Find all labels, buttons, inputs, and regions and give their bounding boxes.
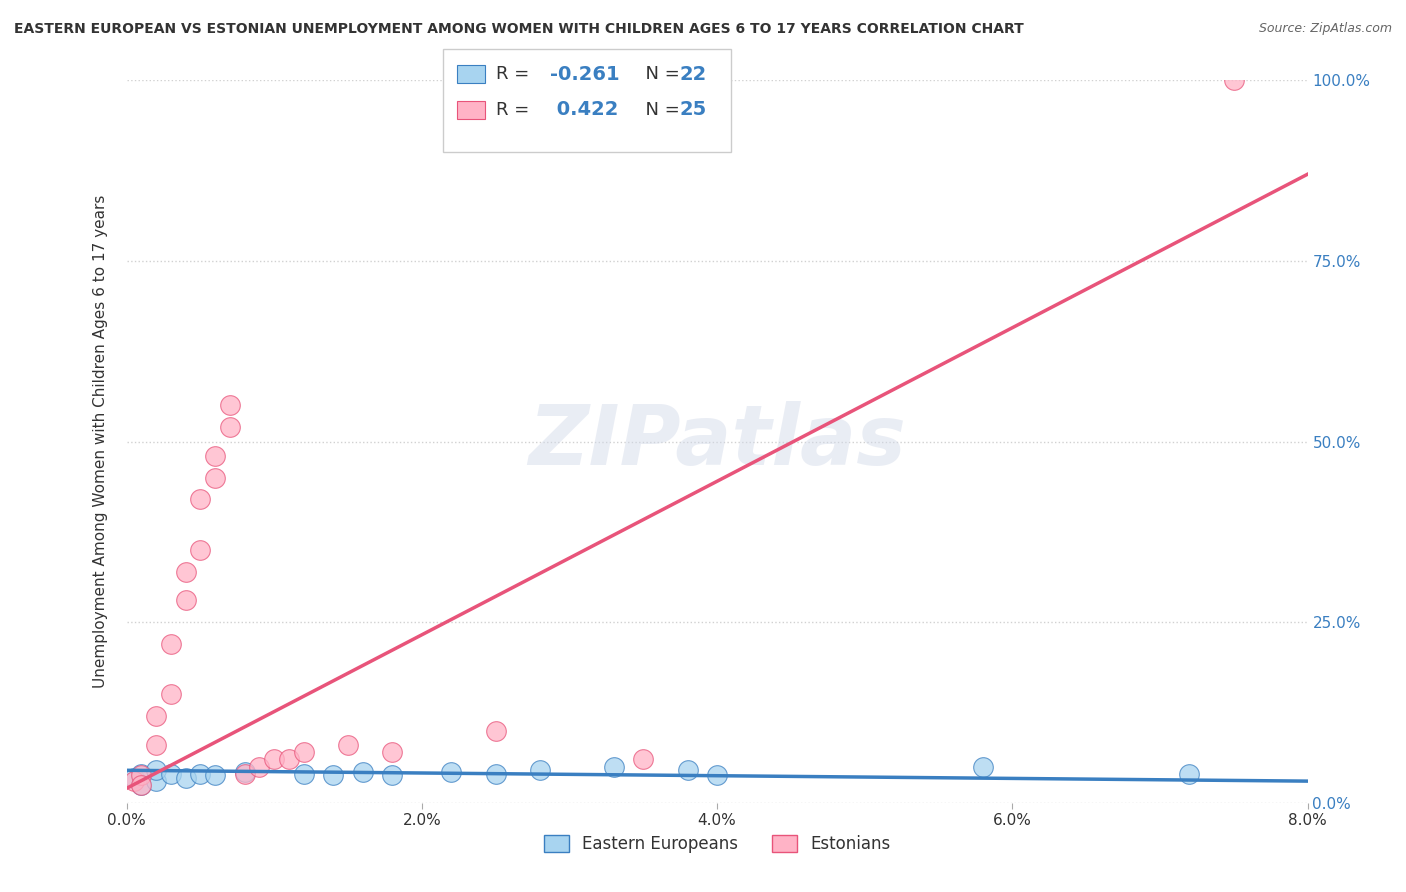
Point	[129, 767, 153, 781]
Point	[440, 765, 463, 780]
Point	[188, 767, 212, 781]
Point	[129, 778, 153, 792]
Point	[188, 492, 212, 507]
Point	[381, 745, 404, 759]
Text: ZIPatlas: ZIPatlas	[529, 401, 905, 482]
Point	[249, 760, 271, 774]
Point	[145, 738, 167, 752]
Point	[484, 723, 508, 738]
Point	[233, 767, 256, 781]
Point	[972, 760, 994, 774]
Point	[233, 765, 256, 780]
Point	[292, 767, 315, 781]
Point	[219, 398, 242, 412]
Text: Source: ZipAtlas.com: Source: ZipAtlas.com	[1258, 22, 1392, 36]
Text: R =: R =	[496, 65, 536, 83]
Point	[1178, 767, 1201, 781]
Point	[219, 420, 242, 434]
Point	[129, 778, 153, 792]
Text: R =: R =	[496, 101, 536, 119]
Point	[529, 764, 551, 778]
Point	[204, 470, 226, 484]
Point	[633, 752, 655, 766]
Text: 25: 25	[679, 100, 706, 120]
Point	[204, 449, 226, 463]
Text: EASTERN EUROPEAN VS ESTONIAN UNEMPLOYMENT AMONG WOMEN WITH CHILDREN AGES 6 TO 17: EASTERN EUROPEAN VS ESTONIAN UNEMPLOYMEN…	[14, 22, 1024, 37]
Point	[160, 687, 183, 701]
Text: 0.422: 0.422	[550, 100, 619, 120]
Point	[292, 745, 315, 759]
Text: -0.261: -0.261	[550, 64, 620, 84]
Point	[676, 764, 699, 778]
Point	[484, 767, 508, 781]
Point	[174, 771, 197, 785]
Point	[145, 709, 167, 723]
Point	[381, 768, 404, 782]
Point	[129, 768, 153, 782]
Legend: Eastern Europeans, Estonians: Eastern Europeans, Estonians	[537, 828, 897, 860]
Point	[337, 738, 360, 752]
Point	[122, 771, 145, 785]
Point	[603, 760, 626, 774]
Point	[188, 542, 212, 557]
Point	[263, 752, 285, 766]
Point	[174, 593, 197, 607]
Text: N =: N =	[634, 65, 686, 83]
Point	[160, 767, 183, 781]
Y-axis label: Unemployment Among Women with Children Ages 6 to 17 years: Unemployment Among Women with Children A…	[93, 194, 108, 689]
Point	[145, 774, 167, 789]
Point	[160, 637, 183, 651]
Text: N =: N =	[634, 101, 686, 119]
Point	[706, 768, 728, 782]
Text: 22: 22	[679, 64, 706, 84]
Point	[204, 768, 226, 782]
Point	[1223, 73, 1246, 87]
Point	[145, 764, 167, 778]
Point	[122, 774, 145, 789]
Point	[174, 565, 197, 579]
Point	[352, 765, 374, 780]
Point	[322, 768, 344, 782]
Point	[278, 752, 301, 766]
